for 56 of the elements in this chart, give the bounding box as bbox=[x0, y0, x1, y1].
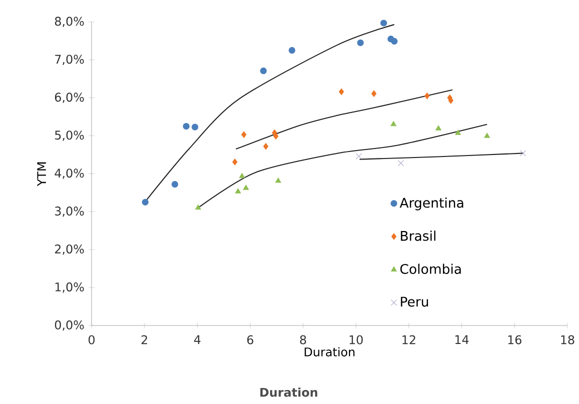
point bbox=[288, 46, 296, 54]
text: Duration bbox=[260, 388, 318, 397]
point bbox=[195, 204, 202, 210]
x-tick-label: 18 bbox=[561, 335, 574, 344]
legend-label: Peru bbox=[400, 296, 428, 307]
legend-label: Argentina bbox=[400, 197, 464, 210]
y-tick-label: 5,0% bbox=[55, 130, 84, 141]
point bbox=[390, 38, 398, 44]
point bbox=[356, 153, 362, 160]
point bbox=[142, 198, 149, 206]
y-tick-label: 1,0% bbox=[55, 282, 84, 293]
point bbox=[232, 158, 238, 166]
x-tick-label: 4 bbox=[194, 335, 200, 344]
point bbox=[520, 150, 526, 156]
point bbox=[448, 97, 454, 104]
point bbox=[192, 124, 198, 130]
point bbox=[357, 39, 364, 46]
legend-label: Colombia bbox=[400, 264, 461, 274]
x-tick-label: 6 bbox=[247, 335, 254, 344]
point bbox=[455, 130, 461, 135]
x-tick-label: 0 bbox=[88, 335, 95, 344]
y-tick-label: 4,0% bbox=[54, 168, 84, 179]
point bbox=[263, 142, 268, 150]
point bbox=[260, 67, 267, 74]
point bbox=[390, 120, 396, 126]
x-axis-title: Duration bbox=[304, 347, 354, 356]
x-tick-label: 16 bbox=[508, 335, 522, 344]
legend-label: Brasil bbox=[400, 230, 436, 241]
point bbox=[182, 122, 190, 130]
point bbox=[273, 132, 278, 140]
y-axis-title: YTM bbox=[37, 162, 46, 186]
point bbox=[398, 160, 404, 166]
y-tick-label: 8,0% bbox=[54, 16, 84, 27]
x-tick-label: 2 bbox=[142, 335, 148, 344]
point bbox=[243, 184, 249, 190]
point bbox=[424, 92, 430, 100]
y-tick-label: 3,0% bbox=[55, 206, 84, 217]
point bbox=[380, 20, 388, 26]
point bbox=[239, 172, 245, 178]
point bbox=[235, 188, 241, 194]
x-tick-label: 14 bbox=[455, 335, 469, 344]
y-tick-label: 7,0% bbox=[55, 54, 84, 65]
point bbox=[338, 88, 344, 95]
point bbox=[484, 132, 490, 138]
point bbox=[436, 125, 442, 130]
point bbox=[371, 90, 376, 97]
point bbox=[241, 131, 246, 138]
x-tick-label: 8 bbox=[300, 335, 306, 344]
y-tick-label: 2,0% bbox=[55, 244, 84, 255]
point bbox=[172, 180, 178, 188]
y-tick-label: 6,0% bbox=[54, 92, 84, 103]
y-tick-label: 0,0% bbox=[54, 320, 84, 331]
point bbox=[275, 178, 282, 183]
line-series bbox=[235, 89, 453, 150]
x-tick-label: 10 bbox=[350, 335, 363, 344]
x-tick-label: 12 bbox=[402, 335, 416, 344]
